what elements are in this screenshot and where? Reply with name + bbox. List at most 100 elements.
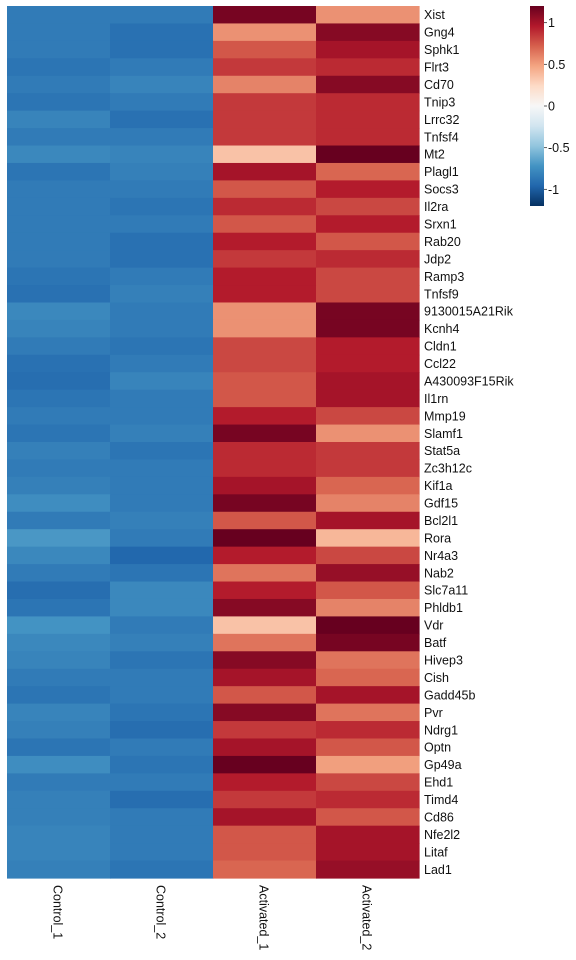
heatmap-cell — [316, 337, 420, 356]
heatmap-cell — [316, 162, 420, 181]
colorbar-tick-label: 0.5 — [548, 58, 565, 72]
heatmap-cell — [213, 250, 317, 269]
heatmap-cell — [316, 232, 420, 251]
row-label: Bcl2l1 — [424, 514, 458, 528]
heatmap-cell — [7, 790, 111, 809]
row-label: Rora — [424, 531, 451, 545]
heatmap-cell — [110, 860, 214, 879]
column-label: Control_1 — [51, 885, 65, 939]
heatmap-cell — [110, 581, 214, 600]
heatmap-cell — [213, 372, 317, 391]
heatmap-cell — [213, 860, 317, 879]
heatmap-cell — [316, 703, 420, 722]
colorbar-tick-label: 0 — [548, 100, 555, 114]
heatmap-cell — [213, 546, 317, 565]
heatmap-cell — [7, 128, 111, 147]
heatmap-cell — [316, 267, 420, 286]
heatmap-cell — [316, 23, 420, 42]
heatmap-cell — [7, 511, 111, 530]
heatmap-cell — [316, 215, 420, 234]
heatmap-cell — [213, 442, 317, 461]
heatmap-cell — [213, 215, 317, 234]
heatmap-cell — [7, 546, 111, 565]
heatmap-cell — [213, 703, 317, 722]
heatmap-cell — [110, 424, 214, 443]
heatmap-cell — [316, 6, 420, 25]
heatmap-cell — [7, 825, 111, 844]
heatmap-cell — [110, 6, 214, 25]
row-label: Stat5a — [424, 444, 460, 458]
heatmap-cell — [213, 145, 317, 164]
heatmap-cell — [213, 93, 317, 112]
row-label: Gdf15 — [424, 497, 458, 511]
row-label: Slc7a11 — [424, 584, 468, 598]
heatmap-cell — [110, 180, 214, 199]
row-label: Slamf1 — [424, 427, 463, 441]
heatmap-cell — [7, 372, 111, 391]
heatmap-cell — [110, 442, 214, 461]
heatmap-cell — [213, 738, 317, 757]
heatmap-cell — [110, 755, 214, 774]
heatmap-cell — [213, 319, 317, 338]
colorbar-ticks: 1 0.5 0 -0.5 -1 — [544, 16, 570, 197]
heatmap-cell — [213, 529, 317, 548]
heatmap-cell — [213, 564, 317, 583]
heatmap-cell — [110, 686, 214, 705]
heatmap-cell — [110, 302, 214, 321]
heatmap-cell — [316, 790, 420, 809]
heatmap-cell — [316, 668, 420, 687]
heatmap-cell — [213, 581, 317, 600]
heatmap-cell — [110, 511, 214, 530]
heatmap-cell — [316, 58, 420, 77]
heatmap-cell — [110, 285, 214, 304]
heatmap-cell — [7, 424, 111, 443]
heatmap-cell — [316, 686, 420, 705]
heatmap-cell — [213, 110, 317, 129]
row-label: Socs3 — [424, 183, 459, 197]
heatmap-cell — [110, 23, 214, 42]
heatmap-cell — [110, 319, 214, 338]
heatmap-cell — [7, 285, 111, 304]
heatmap-cell — [316, 407, 420, 426]
heatmap-cell — [316, 424, 420, 443]
heatmap-cell — [110, 162, 214, 181]
row-label: Plagl1 — [424, 165, 459, 179]
heatmap-cell — [316, 738, 420, 757]
row-label: Rab20 — [424, 235, 461, 249]
row-label: Nfe2l2 — [424, 828, 460, 842]
heatmap-cell — [110, 197, 214, 216]
heatmap-cell — [7, 442, 111, 461]
heatmap-cell — [213, 790, 317, 809]
row-label: Mt2 — [424, 148, 445, 162]
row-label: Jdp2 — [424, 252, 451, 266]
heatmap-cell — [110, 145, 214, 164]
heatmap-cell — [110, 407, 214, 426]
heatmap-cell — [110, 738, 214, 757]
row-label: Mmp19 — [424, 409, 466, 423]
heatmap-cell — [110, 459, 214, 478]
row-label: Phldb1 — [424, 601, 463, 615]
row-label: Hivep3 — [424, 654, 463, 668]
heatmap-cell — [110, 668, 214, 687]
heatmap-cell — [213, 598, 317, 617]
heatmap-cell — [7, 197, 111, 216]
row-label: Flrt3 — [424, 61, 449, 75]
colorbar: 1 0.5 0 -0.5 -1 — [530, 6, 570, 206]
heatmap-cell — [316, 197, 420, 216]
heatmap-cell — [316, 250, 420, 269]
row-label: Kif1a — [424, 479, 453, 493]
heatmap-cell — [110, 58, 214, 77]
row-label: Batf — [424, 636, 447, 650]
row-label: Cldn1 — [424, 340, 457, 354]
heatmap-cell — [7, 232, 111, 251]
row-label: Sphk1 — [424, 43, 459, 57]
heatmap-cells — [7, 6, 420, 879]
row-label: Gng4 — [424, 26, 455, 40]
row-labels: Xist Gng4 Sphk1 Flrt3 Cd70 Tnip3 Lrrc32 Tnfsf4 M… — [424, 8, 514, 877]
heatmap-cell — [110, 598, 214, 617]
heatmap-cell — [213, 476, 317, 495]
heatmap-cell — [316, 110, 420, 129]
heatmap-cell — [213, 232, 317, 251]
heatmap-cell — [213, 197, 317, 216]
